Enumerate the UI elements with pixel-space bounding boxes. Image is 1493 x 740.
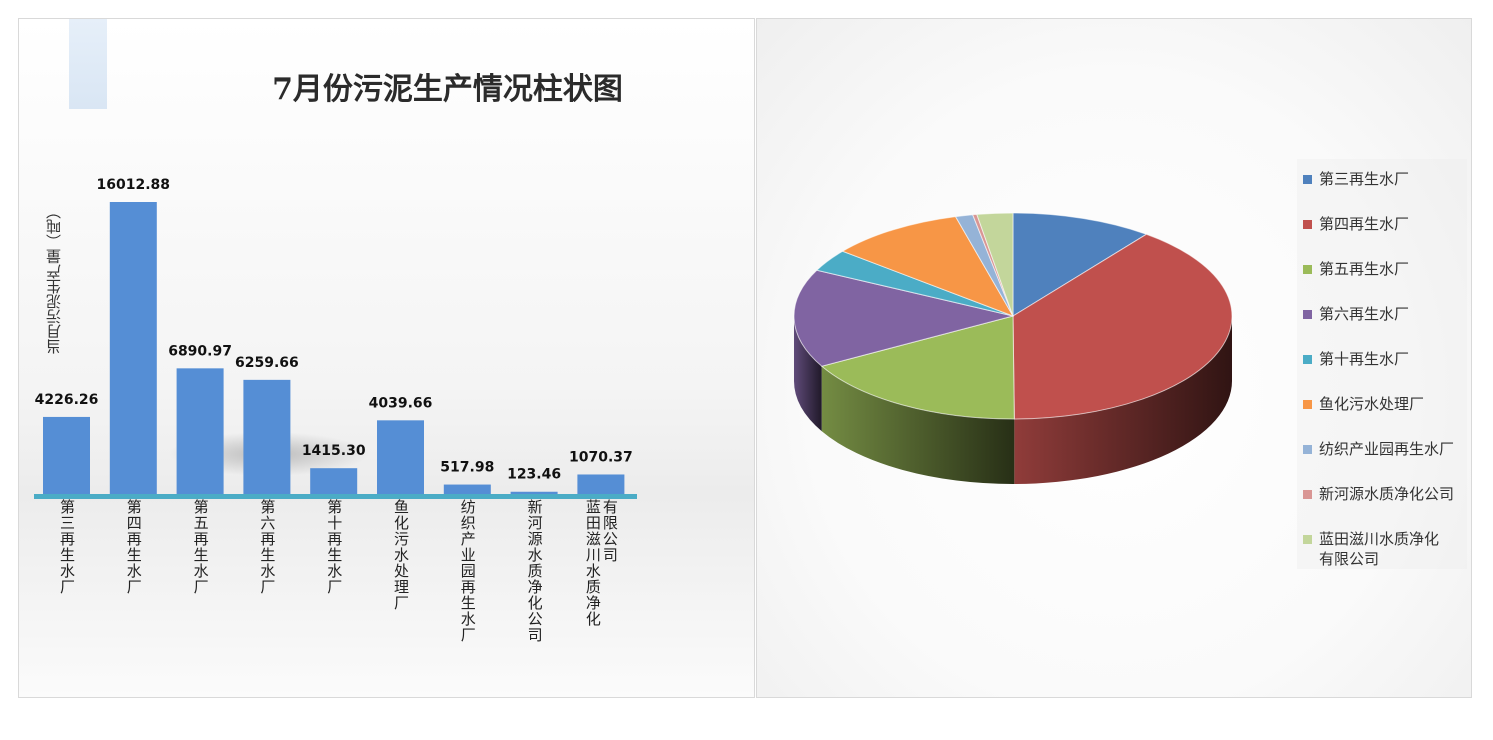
legend-swatch bbox=[1303, 355, 1312, 364]
x-tick-label: 第六再生水厂 bbox=[258, 499, 277, 595]
chart-title: 7月份污泥生产情况柱状图 bbox=[272, 72, 623, 107]
pie-slice-side bbox=[821, 366, 1015, 484]
bar-value-label: 517.98 bbox=[440, 460, 494, 476]
x-tick-label: 第十再生水厂 bbox=[325, 499, 344, 595]
x-tick-label: 新河源水质净化公司 bbox=[525, 499, 544, 643]
legend-swatch bbox=[1303, 175, 1312, 184]
x-axis-baseline bbox=[34, 494, 637, 499]
x-tick-label: 纺织产业园再生水厂 bbox=[458, 499, 477, 643]
legend-swatch bbox=[1303, 220, 1312, 229]
pie-slice-side bbox=[1014, 316, 1232, 484]
bar-value-label: 6259.66 bbox=[235, 355, 299, 371]
pie-slice bbox=[1012, 233, 1233, 420]
legend-item: 第六再生水厂 bbox=[1303, 304, 1469, 324]
x-tick-label: 第四再生水厂 bbox=[124, 499, 143, 595]
bar bbox=[176, 368, 224, 494]
bar-value-label: 123.46 bbox=[507, 467, 561, 483]
pie-slice bbox=[793, 269, 1014, 367]
legend-item: 第四再生水厂 bbox=[1303, 214, 1469, 234]
legend-item: 鱼化污水处理厂 bbox=[1303, 394, 1469, 414]
legend-swatch bbox=[1303, 265, 1312, 274]
pie-chart bbox=[793, 212, 1233, 484]
pie-slice-side bbox=[794, 316, 822, 432]
pie-slice bbox=[1012, 212, 1148, 317]
bar-value-label: 16012.88 bbox=[97, 177, 171, 193]
legend-label: 鱼化污水处理厂 bbox=[1319, 395, 1425, 413]
legend-label: 第十再生水厂 bbox=[1319, 350, 1410, 368]
legend-item: 新河源水质净化公司 bbox=[1303, 484, 1469, 504]
legend-label: 纺织产业园再生水厂 bbox=[1319, 440, 1455, 458]
legend-label: 第四再生水厂 bbox=[1319, 215, 1410, 233]
pie-slice bbox=[820, 315, 1015, 420]
legend-label: 蓝田滋川水质净化 有限公司 bbox=[1319, 530, 1440, 568]
bar-value-label: 6890.97 bbox=[168, 343, 232, 359]
bar-value-label: 1415.30 bbox=[302, 443, 366, 459]
legend-item: 第十再生水厂 bbox=[1303, 349, 1469, 369]
bar-value-label: 4226.26 bbox=[35, 392, 99, 408]
legend-swatch bbox=[1303, 400, 1312, 409]
pie-legend: 第三再生水厂 第四再生水厂 第五再生水厂 第六再生水厂 第十再生水厂 鱼化污水处理厂纺织产… bbox=[1297, 159, 1467, 569]
bar bbox=[443, 484, 491, 494]
pie-slice bbox=[841, 216, 1015, 317]
legend-swatch bbox=[1303, 310, 1312, 319]
bar bbox=[243, 379, 291, 494]
bar bbox=[510, 491, 558, 494]
legend-item: 第三再生水厂 bbox=[1303, 169, 1469, 189]
legend-item: 蓝田滋川水质净化 有限公司 bbox=[1303, 529, 1469, 569]
legend-swatch bbox=[1303, 445, 1312, 454]
x-tick-label: 第五再生水厂 bbox=[191, 499, 210, 595]
bar bbox=[109, 202, 157, 494]
legend-item: 纺织产业园再生水厂 bbox=[1303, 439, 1469, 459]
bar-value-label: 4039.66 bbox=[369, 395, 433, 411]
legend-item: 第五再生水厂 bbox=[1303, 259, 1469, 279]
pie-slice bbox=[976, 212, 1014, 317]
legend-label: 第三再生水厂 bbox=[1319, 170, 1410, 188]
bar-chart-panel: 7月份污泥生产情况柱状图 当月污泥生产量（吨） 4226.26 16012.88 6… bbox=[18, 18, 755, 698]
bar bbox=[310, 468, 358, 494]
bar bbox=[377, 420, 424, 494]
x-tick-label: 第三再生水厂 bbox=[58, 499, 76, 595]
legend-label: 第五再生水厂 bbox=[1319, 260, 1410, 278]
bar bbox=[577, 474, 625, 494]
legend-label: 第六再生水厂 bbox=[1319, 305, 1410, 323]
bar-value-label: 1070.37 bbox=[569, 449, 633, 465]
x-tick-label: 蓝田滋川水质净化 有限公司 bbox=[583, 499, 619, 627]
pie-chart-panel: 第三再生水厂 第四再生水厂 第五再生水厂 第六再生水厂 第十再生水厂 鱼化污水处理厂纺织产… bbox=[756, 18, 1472, 698]
ribbon-decoration bbox=[69, 19, 107, 109]
legend-label: 新河源水质净化公司 bbox=[1319, 485, 1455, 503]
x-tick-label: 鱼化污水处理厂 bbox=[392, 499, 410, 611]
legend-swatch bbox=[1303, 490, 1312, 499]
bar bbox=[43, 416, 90, 494]
legend-swatch bbox=[1303, 535, 1312, 544]
